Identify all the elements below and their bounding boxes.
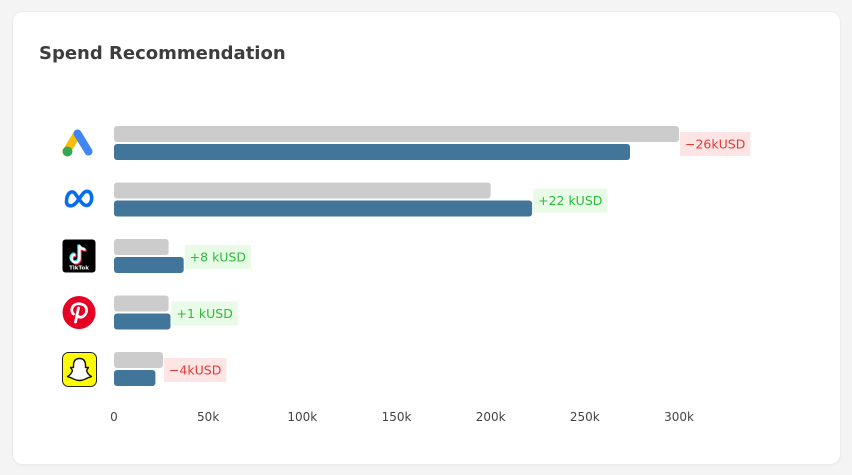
bar-recommended-spend xyxy=(114,313,171,330)
pinterest-icon xyxy=(62,296,96,329)
google-ads-icon xyxy=(62,129,93,157)
x-tick-label: 200k xyxy=(476,410,506,424)
bar-current-spend xyxy=(114,182,491,199)
card-title: Spend Recommendation xyxy=(39,43,286,64)
spend-recommendation-card: Spend Recommendation xyxy=(13,12,840,464)
change-label-text: −4kUSD xyxy=(169,363,221,378)
change-label: −4kUSD xyxy=(163,358,227,382)
meta-icon xyxy=(64,189,94,208)
tiktok-icon: TikTok xyxy=(62,239,96,273)
svg-text:TikTok: TikTok xyxy=(69,266,89,272)
x-tick-label: 50k xyxy=(197,410,219,424)
snapchat-icon xyxy=(62,352,97,387)
change-label-text: +22 kUSD xyxy=(538,193,602,208)
change-label-bg xyxy=(163,358,227,382)
bar-current-spend xyxy=(114,295,169,312)
change-label-bg xyxy=(680,132,751,156)
x-tick-label: 150k xyxy=(382,410,412,424)
bar-recommended-spend xyxy=(114,370,156,386)
change-label-text: +8 kUSD xyxy=(190,250,246,265)
bar-current-spend xyxy=(114,126,679,142)
bar-current-spend xyxy=(114,352,163,368)
change-label-text: +1 kUSD xyxy=(177,306,233,321)
x-tick-label: 100k xyxy=(287,410,317,424)
x-tick-label: 250k xyxy=(570,410,600,424)
change-label: +8 kUSD xyxy=(184,245,252,269)
bar-recommended-spend xyxy=(114,200,533,217)
bar-recommended-spend xyxy=(114,144,631,160)
change-label-bg xyxy=(533,188,608,213)
bar-recommended-spend xyxy=(114,257,184,273)
change-label: +22 kUSD xyxy=(533,188,608,213)
change-label: −26kUSD xyxy=(680,132,751,156)
change-label-bg xyxy=(171,301,238,326)
change-label-text: −26kUSD xyxy=(685,137,745,152)
change-label-bg xyxy=(184,245,252,269)
x-tick-label: 0 xyxy=(110,410,118,424)
bar-current-spend xyxy=(114,239,169,255)
change-label: +1 kUSD xyxy=(171,301,238,326)
x-tick-label: 300k xyxy=(664,410,694,424)
